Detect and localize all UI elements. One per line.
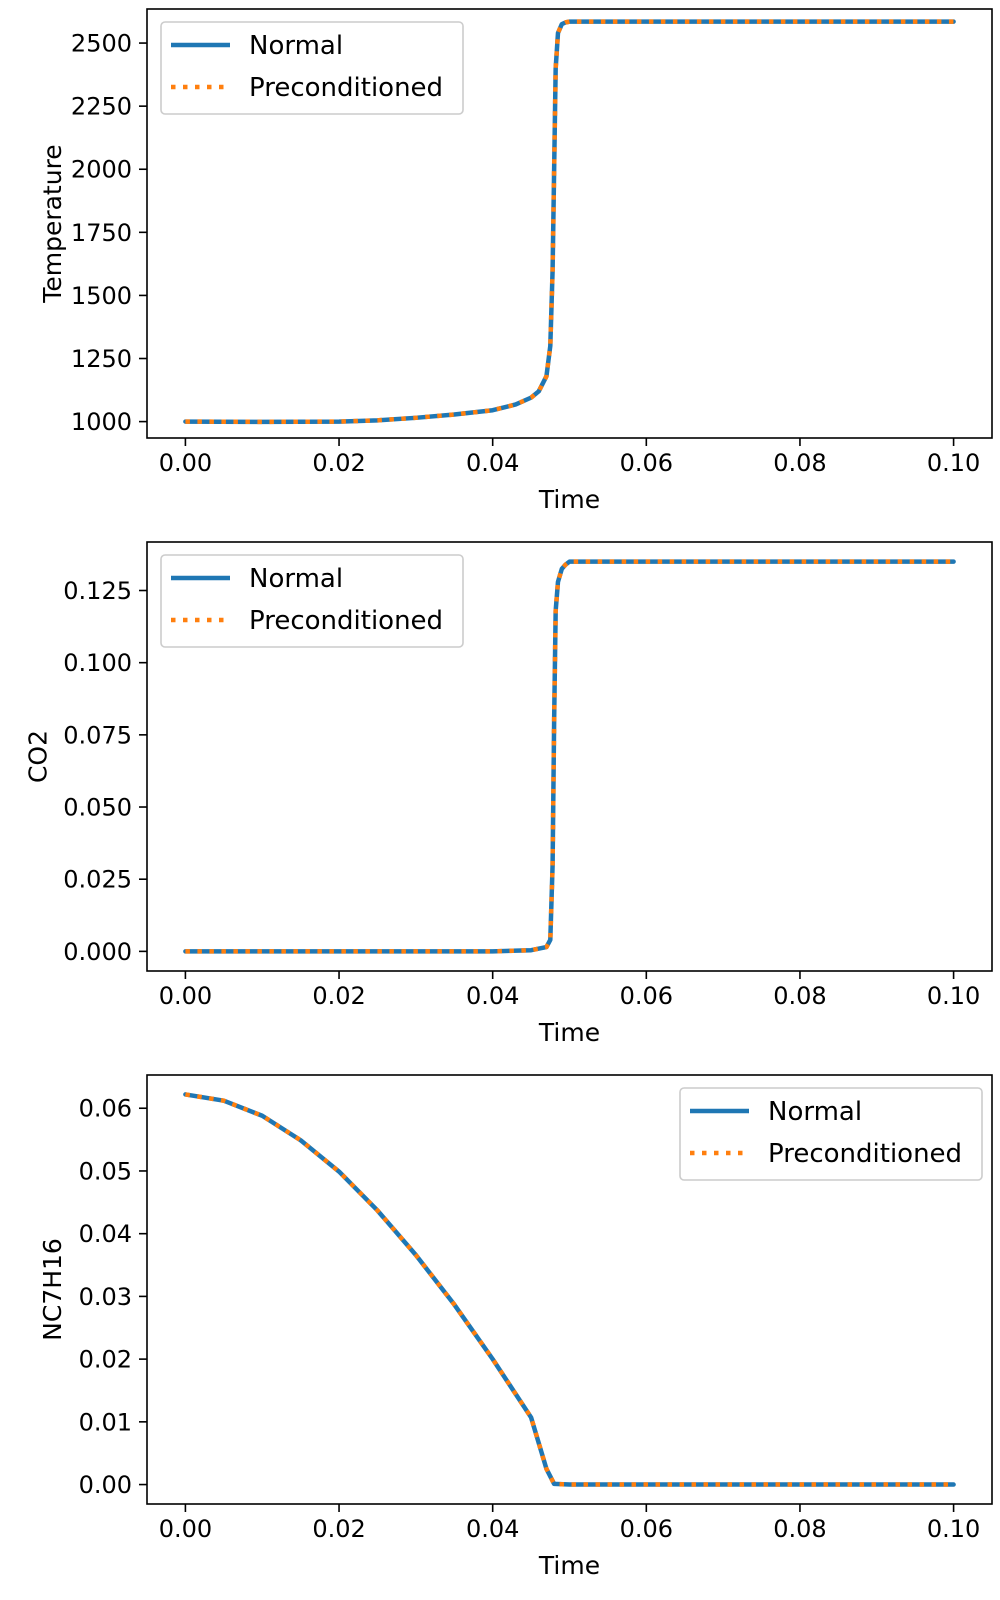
x-axis-label: Time — [538, 1018, 600, 1047]
y-tick-label: 0.075 — [63, 721, 132, 749]
series-line-preconditioned — [185, 1092, 954, 1487]
y-tick-label: 0.01 — [79, 1408, 132, 1436]
legend-label-normal: Normal — [768, 1097, 862, 1127]
y-axis-label: CO2 — [24, 730, 53, 783]
y-tick-label: 1500 — [71, 282, 132, 310]
x-tick-label: 0.10 — [927, 982, 980, 1010]
legend-label-preconditioned: Preconditioned — [249, 606, 443, 636]
x-tick-label: 0.00 — [159, 1515, 212, 1543]
legend-label-preconditioned: Preconditioned — [768, 1139, 962, 1169]
x-tick-label: 0.02 — [312, 982, 365, 1010]
x-axis-label: Time — [538, 1551, 600, 1580]
x-tick-label: 0.10 — [927, 449, 980, 477]
y-tick-label: 0.06 — [79, 1095, 132, 1123]
axes-frame — [146, 541, 993, 972]
x-tick-label: 0.06 — [620, 1515, 673, 1543]
legend-label-normal: Normal — [249, 564, 343, 594]
y-tick-label: 2000 — [71, 156, 132, 184]
y-tick-label: 0.025 — [63, 866, 132, 894]
x-tick-label: 0.08 — [773, 1515, 826, 1543]
x-tick-label: 0.08 — [773, 449, 826, 477]
legend-box — [160, 554, 464, 648]
x-tick-label: 0.02 — [312, 1515, 365, 1543]
y-tick-label: 0.050 — [63, 794, 132, 822]
y-tick-label: 2500 — [71, 30, 132, 58]
y-tick-label: 0.03 — [79, 1283, 132, 1311]
x-tick-label: 0.10 — [927, 1515, 980, 1543]
chart-panel-1: 0.00 0.02 0.04 0.06 0.08 0.10 1000 1250 1500 1750… — [38, 8, 993, 514]
legend: Normal Preconditioned — [160, 554, 464, 648]
x-tick-label: 0.00 — [159, 982, 212, 1010]
legend: Normal Preconditioned — [679, 1087, 983, 1181]
legend-box — [679, 1087, 983, 1181]
y-tick-label: 1250 — [71, 345, 132, 373]
x-tick-label: 0.06 — [620, 982, 673, 1010]
x-tick-label: 0.04 — [466, 982, 519, 1010]
series-line-preconditioned — [185, 19, 954, 425]
legend-box — [160, 21, 464, 115]
x-tick-label: 0.04 — [466, 1515, 519, 1543]
y-tick-label: 0.125 — [63, 577, 132, 605]
x-tick-label: 0.02 — [312, 449, 365, 477]
y-tick-label: 0.100 — [63, 649, 132, 677]
y-axis-label: Temperature — [38, 144, 67, 303]
y-tick-label: 1000 — [71, 408, 132, 436]
x-tick-label: 0.06 — [620, 449, 673, 477]
y-tick-label: 2250 — [71, 93, 132, 121]
axes-frame — [146, 8, 993, 439]
legend-label-normal: Normal — [249, 31, 343, 61]
y-tick-label: 0.00 — [79, 1471, 132, 1499]
series-line-preconditioned — [185, 559, 954, 954]
legend-label-preconditioned: Preconditioned — [249, 73, 443, 103]
y-tick-label: 0.000 — [63, 938, 132, 966]
y-tick-label: 0.04 — [79, 1220, 132, 1248]
legend: Normal Preconditioned — [160, 21, 464, 115]
x-tick-label: 0.08 — [773, 982, 826, 1010]
y-tick-label: 1750 — [71, 219, 132, 247]
x-axis-label: Time — [538, 485, 600, 514]
chart-panel-2: 0.00 0.02 0.04 0.06 0.08 0.10 0.000 0.025 0.050 0… — [24, 541, 993, 1047]
x-tick-label: 0.00 — [159, 449, 212, 477]
y-axis-label: NC7H16 — [38, 1238, 67, 1341]
chart-panel-3: 0.00 0.02 0.04 0.06 0.08 0.10 0.00 0.01 0.02 0.03… — [38, 1074, 993, 1580]
axes-frame — [146, 1074, 993, 1505]
x-tick-label: 0.04 — [466, 449, 519, 477]
y-tick-label: 0.05 — [79, 1157, 132, 1185]
y-tick-label: 0.02 — [79, 1346, 132, 1374]
